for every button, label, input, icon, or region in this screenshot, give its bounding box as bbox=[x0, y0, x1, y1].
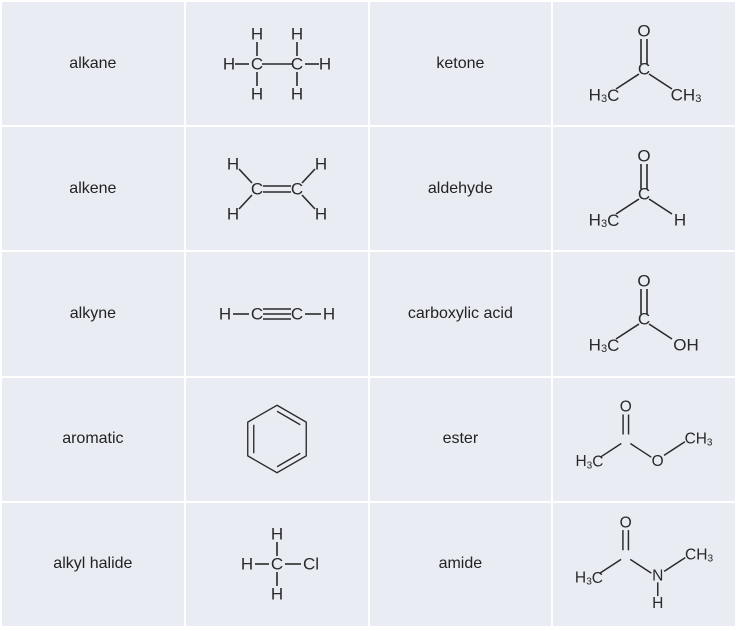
structure-aldehyde: C O H3C H bbox=[553, 127, 735, 250]
svg-text:H: H bbox=[290, 24, 302, 43]
svg-text:H: H bbox=[240, 555, 252, 574]
svg-text:C: C bbox=[270, 555, 282, 574]
svg-text:H3C: H3C bbox=[575, 570, 603, 588]
group-label: alkyl halide bbox=[53, 555, 132, 573]
structure-cell-amide: O H3C N CH3 H bbox=[553, 503, 735, 626]
svg-text:O: O bbox=[638, 21, 651, 40]
label-cell-alkyne: alkyne bbox=[2, 252, 184, 375]
svg-text:OH: OH bbox=[673, 335, 699, 354]
structure-cell-ketone: C O H3C CH3 bbox=[553, 2, 735, 125]
svg-text:C: C bbox=[638, 309, 650, 328]
svg-text:O: O bbox=[652, 453, 664, 470]
svg-text:H: H bbox=[674, 210, 686, 229]
svg-text:C: C bbox=[290, 54, 302, 73]
structure-ketone: C O H3C CH3 bbox=[553, 2, 735, 125]
svg-text:C: C bbox=[250, 179, 262, 198]
label-cell-ester: ester bbox=[370, 378, 552, 501]
group-label: aldehyde bbox=[428, 180, 493, 198]
group-label: aromatic bbox=[62, 430, 123, 448]
svg-text:Cl: Cl bbox=[303, 555, 319, 574]
svg-text:C: C bbox=[638, 184, 650, 203]
svg-text:H: H bbox=[290, 84, 302, 103]
svg-text:C: C bbox=[290, 179, 302, 198]
label-cell-aldehyde: aldehyde bbox=[370, 127, 552, 250]
svg-text:H: H bbox=[652, 595, 663, 612]
group-label: ester bbox=[443, 430, 479, 448]
structure-alkyl-halide: C H H H Cl bbox=[186, 503, 368, 626]
structure-alkyne: H CC H bbox=[186, 252, 368, 375]
structure-cell-alkene: C C H H H H bbox=[186, 127, 368, 250]
svg-text:H3C: H3C bbox=[576, 453, 604, 471]
svg-text:O: O bbox=[638, 271, 651, 290]
svg-text:H: H bbox=[250, 24, 262, 43]
structure-alkane: CC HH HH HH bbox=[186, 2, 368, 125]
structure-alkene: C C H H H H bbox=[186, 127, 368, 250]
label-cell-amide: amide bbox=[370, 503, 552, 626]
svg-text:H: H bbox=[222, 54, 234, 73]
structure-cell-ester: O H3C O CH3 bbox=[553, 378, 735, 501]
structure-aromatic bbox=[186, 378, 368, 501]
group-label: alkane bbox=[69, 55, 116, 73]
svg-text:H: H bbox=[270, 525, 282, 544]
group-label: alkyne bbox=[70, 305, 116, 323]
label-cell-aromatic: aromatic bbox=[2, 378, 184, 501]
svg-text:O: O bbox=[620, 399, 632, 416]
svg-text:CH3: CH3 bbox=[671, 85, 702, 105]
structure-ester: O H3C O CH3 bbox=[553, 378, 735, 501]
label-cell-alkane: alkane bbox=[2, 2, 184, 125]
svg-text:C: C bbox=[250, 54, 262, 73]
svg-text:H: H bbox=[270, 585, 282, 604]
svg-text:H: H bbox=[314, 154, 326, 173]
structure-cell-alkyl-halide: C H H H Cl bbox=[186, 503, 368, 626]
group-label: alkene bbox=[69, 180, 116, 198]
structure-amide: O H3C N CH3 H bbox=[553, 503, 735, 626]
svg-text:H: H bbox=[226, 204, 238, 223]
group-label: carboxylic acid bbox=[408, 305, 513, 323]
svg-text:H: H bbox=[314, 204, 326, 223]
svg-text:O: O bbox=[638, 146, 651, 165]
structure-cell-aromatic bbox=[186, 378, 368, 501]
label-cell-carboxylic-acid: carboxylic acid bbox=[370, 252, 552, 375]
structure-carboxylic-acid: C O H3C OH bbox=[553, 252, 735, 375]
svg-text:C: C bbox=[290, 304, 302, 323]
label-cell-alkyl-halide: alkyl halide bbox=[2, 503, 184, 626]
svg-text:H: H bbox=[250, 84, 262, 103]
svg-text:H3C: H3C bbox=[589, 210, 620, 230]
group-label: amide bbox=[439, 555, 483, 573]
group-label: ketone bbox=[436, 55, 484, 73]
svg-text:C: C bbox=[638, 59, 650, 78]
label-cell-alkene: alkene bbox=[2, 127, 184, 250]
svg-text:H: H bbox=[322, 304, 334, 323]
svg-text:CH3: CH3 bbox=[685, 547, 714, 565]
svg-text:O: O bbox=[620, 515, 632, 532]
svg-text:H: H bbox=[226, 154, 238, 173]
structure-cell-aldehyde: C O H3C H bbox=[553, 127, 735, 250]
svg-text:N: N bbox=[652, 568, 663, 585]
svg-text:CH3: CH3 bbox=[685, 431, 713, 449]
functional-groups-table: alkane CC HH HH HH bbox=[0, 0, 737, 628]
structure-cell-alkyne: H CC H bbox=[186, 252, 368, 375]
label-cell-ketone: ketone bbox=[370, 2, 552, 125]
svg-text:H3C: H3C bbox=[589, 335, 620, 355]
svg-text:C: C bbox=[250, 304, 262, 323]
structure-cell-alkane: CC HH HH HH bbox=[186, 2, 368, 125]
svg-text:H: H bbox=[218, 304, 230, 323]
svg-text:H3C: H3C bbox=[589, 85, 620, 105]
svg-text:H: H bbox=[318, 54, 330, 73]
structure-cell-carboxylic-acid: C O H3C OH bbox=[553, 252, 735, 375]
